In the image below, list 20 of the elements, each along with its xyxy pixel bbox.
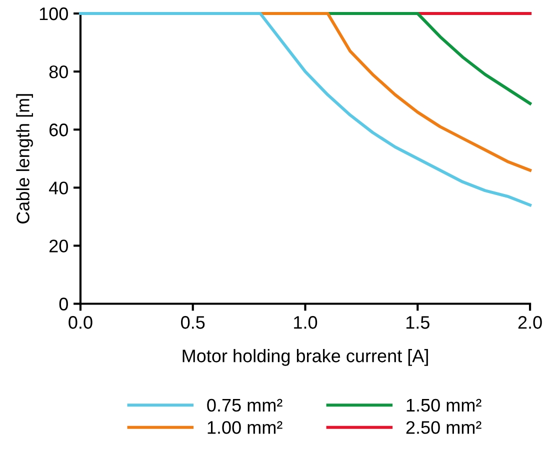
x-tick-label: 2.0 [518, 316, 542, 329]
y-tick-label: 40 [49, 182, 68, 194]
x-tick-label: 1.0 [294, 316, 318, 329]
y-tick-label: 80 [49, 65, 68, 78]
y-axis-title: Cable length [m] [16, 94, 33, 224]
legend-label: 0.75 mm² [207, 398, 282, 412]
x-tick-label: 1.5 [406, 316, 430, 329]
y-tick-label: 20 [49, 240, 68, 252]
x-tick-label: 0.0 [68, 316, 92, 329]
y-tick-label: 0 [59, 298, 68, 310]
y-tick-label: 100 [40, 7, 68, 20]
x-axis-title: Motor holding brake current [A] [182, 349, 428, 366]
line-series [326, 12, 532, 106]
legend-label: 2.50 mm² [406, 421, 482, 434]
line-series [78, 12, 532, 207]
legend-label: 1.50 mm² [406, 398, 482, 412]
line-series [258, 12, 532, 172]
x-tick-label: 0.5 [181, 316, 205, 329]
y-tick-label: 60 [50, 124, 68, 136]
legend-label: 1.00 mm² [208, 421, 282, 434]
